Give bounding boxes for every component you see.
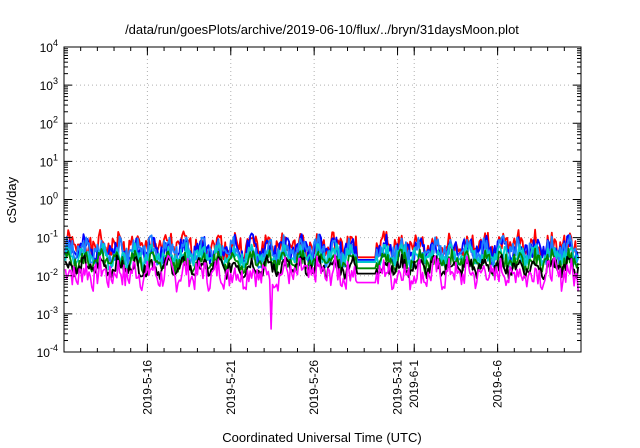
y-tick-exponent: 1 xyxy=(53,152,58,162)
y-tick-exponent: -2 xyxy=(50,267,58,277)
series-line-7 xyxy=(64,254,579,330)
y-tick-label: 10-2 xyxy=(37,267,58,284)
y-tick-exponent: -1 xyxy=(50,229,58,239)
y-tick-label: 100 xyxy=(40,191,58,208)
x-tick-label: 2019-5-31 xyxy=(391,360,405,415)
series-line-5 xyxy=(64,247,580,277)
y-tick-base: 10 xyxy=(40,194,54,208)
y-tick-label: 101 xyxy=(40,152,58,169)
y-tick-base: 10 xyxy=(37,346,51,360)
x-tick-label: 2019-6-1 xyxy=(407,360,421,408)
y-tick-exponent: 4 xyxy=(53,38,58,48)
x-axis-label: Coordinated Universal Time (UTC) xyxy=(222,430,421,445)
y-tick-exponent: -3 xyxy=(50,305,58,315)
y-tick-base: 10 xyxy=(37,270,51,284)
y-tick-exponent: 3 xyxy=(53,76,58,86)
y-tick-label: 103 xyxy=(40,76,58,93)
y-tick-label: 104 xyxy=(40,38,58,55)
y-axis-label: cSv/day xyxy=(4,176,19,223)
chart-title: /data/run/goesPlots/archive/2019-06-10/f… xyxy=(125,22,519,37)
y-tick-label: 10-3 xyxy=(37,305,58,322)
series-group xyxy=(64,228,580,330)
y-tick-exponent: 2 xyxy=(53,114,58,124)
x-tick-label: 2019-5-16 xyxy=(140,360,154,415)
x-tick-label: 2019-5-26 xyxy=(307,360,321,415)
y-tick-label: 10-4 xyxy=(37,343,58,360)
y-tick-base: 10 xyxy=(40,117,54,131)
y-tick-label: 102 xyxy=(40,114,58,131)
y-tick-base: 10 xyxy=(37,308,51,322)
y-tick-label: 10-1 xyxy=(37,229,58,246)
y-tick-exponent: -4 xyxy=(50,343,58,353)
x-tick-label: 2019-6-6 xyxy=(491,360,505,408)
axis-ticks: 10-410-310-210-11001011021031042019-5-16… xyxy=(37,38,582,415)
grid xyxy=(64,46,581,353)
y-tick-base: 10 xyxy=(40,41,54,55)
y-tick-base: 10 xyxy=(37,232,51,246)
y-tick-base: 10 xyxy=(40,155,54,169)
series-line-3 xyxy=(64,233,580,270)
x-tick-label: 2019-5-21 xyxy=(224,360,238,415)
y-tick-base: 10 xyxy=(40,79,54,93)
y-tick-exponent: 0 xyxy=(53,191,58,201)
plot-frame xyxy=(63,46,582,353)
